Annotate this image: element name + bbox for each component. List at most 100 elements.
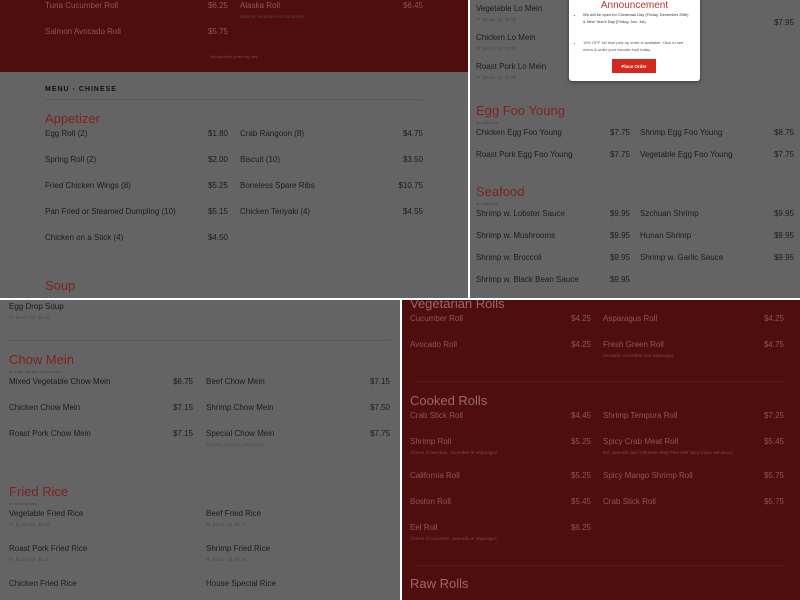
menu-column-left: Egg Roll (2) $1.80 Spring Roll (2) $2.00 Fri…	[45, 127, 228, 257]
menu-item[interactable]: Shrimp w. Garlic Sauce $9.95	[640, 251, 794, 273]
menu-item[interactable]: Vegetable Egg Foo Young $7.75	[640, 148, 794, 170]
menu-item[interactable]: Spicy Mango Shrimp Roll $5.75	[603, 469, 784, 495]
menu-item[interactable]: Shrimp w. Black Bean Sauce $9.95	[476, 273, 630, 295]
menu-item[interactable]: Hunan Shrimp $9.95	[640, 229, 794, 251]
menu-item[interactable]: Chicken on a Stick (4) $4.50	[45, 231, 228, 257]
menu-item-row: Boneless Spare Ribs $10.75	[240, 179, 423, 193]
menu-item[interactable]: Shrimp Roll $5.25 Choice of avocado, cucum…	[410, 435, 591, 469]
item-price: $6.25	[570, 523, 591, 532]
menu-item[interactable]: Roast Pork Chow Mein $7.15	[9, 427, 193, 453]
menu-item[interactable]: Mixed Vegetable Chow Mein $6.75	[9, 375, 193, 401]
menu-item[interactable]: Shrimp Tempura Roll $7.25	[603, 409, 784, 435]
item-description: Pt. $1.85 / Qt. $3.25	[9, 315, 50, 320]
menu-columns: Shrimp w. Lobster Sauce $9.95 Shrimp w. Mu…	[476, 207, 794, 295]
menu-item[interactable]: Pan Fried or Steamed Dumpling (10) $5.15	[45, 205, 228, 231]
menu-item[interactable]: Crab Rangoon (8) $4.75	[240, 127, 423, 153]
menu-column-left: Chicken Egg Foo Young $7.75 Roast Pork Egg…	[476, 126, 630, 170]
menu-item-row: Fresh Green Roll $4.75	[603, 338, 784, 352]
menu-item[interactable]: Chicken Fried Rice	[9, 577, 193, 600]
menu-item[interactable]: Roast Pork Egg Foo Young $7.75	[476, 148, 630, 170]
menu-item[interactable]: Szchuan Shrimp $9.95	[640, 207, 794, 229]
item-price: $6.75	[172, 377, 193, 386]
menu-item[interactable]: House Special Rice	[206, 577, 390, 600]
menu-item[interactable]: Roast Pork Lo Mein Pt. $4.55 / Qt. $7.35	[476, 60, 630, 89]
menu-columns: Crab Stick Roll $4.45 Shrimp Roll $5.25 Choi…	[410, 409, 784, 555]
item-name: Shrimp Roll	[410, 437, 452, 446]
menu-item-row: Chicken on a Stick (4) $4.50	[45, 231, 228, 245]
menu-item[interactable]: $7.95	[640, 16, 794, 37]
section-title: Cooked Rolls	[410, 393, 488, 408]
menu-item-row: Roast Pork Egg Foo Young $7.75	[476, 148, 630, 162]
item-price: $9.95	[773, 231, 794, 240]
menu-item[interactable]: Chicken Lo Mein Pt. $4.55 / Qt. $7.35	[476, 31, 630, 60]
menu-item[interactable]: Eel Roll $6.25 Choice of cucumber, avocado…	[410, 521, 591, 555]
menu-item[interactable]: Boston Roll $5.45	[410, 495, 591, 521]
item-description: Eel, avocado and crabmeat deep fried wit…	[603, 450, 733, 455]
soup-items: Egg Drop Soup Pt. $1.85 / Qt. $3.25	[9, 300, 390, 332]
item-price: $7.75	[773, 150, 794, 159]
menu-item-row: Vegetable Fried Rice	[9, 507, 193, 521]
section-fried-rice: Fried Rice w. fried noodles Vegetable Frie…	[9, 484, 390, 600]
menu-item[interactable]: Egg Roll (2) $1.80	[45, 127, 228, 153]
menu-item[interactable]: Biscuit (10) $3.50	[240, 153, 423, 179]
menu-item-row: Alaska Roll $6.45	[240, 0, 423, 13]
menu-item[interactable]: Asparagus Roll $4.25	[603, 312, 784, 338]
menu-item[interactable]: Fried Chicken Wings (8) $5.25	[45, 179, 228, 205]
menu-item[interactable]: Cucumber Roll $4.25	[410, 312, 591, 338]
menu-item[interactable]: Chicken Egg Foo Young $7.75	[476, 126, 630, 148]
menu-item[interactable]: Shrimp w. Lobster Sauce $9.95	[476, 207, 630, 229]
menu-item[interactable]: Salmon Avocado Roll $5.75	[45, 25, 228, 51]
menu-item-row: Vegetable Lo Mein	[476, 2, 630, 16]
section-cooked-rolls: Cooked Rolls Crab Stick Roll $4.45 Shrimp R…	[410, 393, 784, 555]
item-price: $5.15	[207, 207, 228, 216]
section-egg-foo-young: Egg Foo Young w. white rice Chicken Egg Fo…	[476, 103, 794, 170]
menu-item[interactable]: California Roll $5.25	[410, 469, 591, 495]
item-name: Salmon Avocado Roll	[45, 27, 121, 36]
menu-item[interactable]: Crab Stick Roll $4.45	[410, 409, 591, 435]
menu-item[interactable]: Shrimp Fried Rice Pt. $4.75 / Qt. $7.75	[206, 542, 390, 577]
menu-item[interactable]: Spicy Crab Meat Roll $5.45 Eel, avocado an…	[603, 435, 784, 469]
menu-item[interactable]: Chicken Teriyaki (4) $4.55	[240, 205, 423, 231]
item-name: Roast Pork Fried Rice	[9, 544, 88, 553]
announcement-title: Announcement	[600, 0, 669, 11]
section-subtitle: w. white rice	[476, 201, 498, 206]
item-description: Choice of avocado, cucumber or asparagus	[410, 450, 498, 455]
menu-column-left: Egg Drop Soup Pt. $1.85 / Qt. $3.25	[9, 300, 193, 332]
menu-item[interactable]: Shrimp w. Mushrooms $9.95	[476, 229, 630, 251]
section-title: Chow Mein	[9, 352, 75, 367]
item-price: $7.95	[773, 18, 794, 27]
menu-item[interactable]: Roast Pork Fried Rice Pt. $4.25 / Qt. $7.…	[9, 542, 193, 577]
menu-item-row: Shrimp w. Garlic Sauce $9.95	[640, 251, 794, 265]
menu-columns: Chicken Egg Foo Young $7.75 Roast Pork Egg…	[476, 126, 794, 170]
menu-item[interactable]: Beef Fried Rice Pt. $4.75 / Qt. $7.75	[206, 507, 390, 542]
menu-item[interactable]: Beef Chow Mein $7.15	[206, 375, 390, 401]
menu-item[interactable]: Alaska Roll $6.45 Salmon, avocado and cucu…	[240, 0, 423, 33]
menu-item-row: Spring Roll (2) $2.00	[45, 153, 228, 167]
item-price: $4.55	[402, 207, 423, 216]
menu-item[interactable]: Avocado Roll $4.25	[410, 338, 591, 364]
menu-item[interactable]: Fresh Green Roll $4.75 Avocado, cucumber a…	[603, 338, 784, 372]
menu-column-right: Crab Rangoon (8) $4.75 Biscuit (10) $3.50 Bo…	[240, 127, 423, 257]
menu-item[interactable]: Shrimp Egg Foo Young $8.75	[640, 126, 794, 148]
menu-item[interactable]: Chicken Chow Mein $7.15	[9, 401, 193, 427]
menu-item[interactable]: Egg Drop Soup Pt. $1.85 / Qt. $3.25	[9, 300, 193, 332]
item-price: $8.75	[773, 128, 794, 137]
item-name: Fried Chicken Wings (8)	[45, 181, 131, 190]
announcement-list: 10% OFF 1st time pick up order is availa…	[569, 39, 691, 53]
menu-columns: Vegetable Lo Mein Pt. $4.15 / Qt. $7.35 Ch…	[476, 2, 794, 89]
menu-item[interactable]: Vegetable Lo Mein Pt. $4.15 / Qt. $7.35	[476, 2, 630, 31]
announcement-list: We will be open for Christmas Day (Frida…	[569, 11, 691, 25]
menu-item[interactable]: Boneless Spare Ribs $10.75	[240, 179, 423, 205]
place-order-button[interactable]: Place Order	[612, 59, 656, 73]
menu-item[interactable]: Shrimp Chow Mein $7.50	[206, 401, 390, 427]
menu-item[interactable]: Spring Roll (2) $2.00	[45, 153, 228, 179]
menu-column-right: Alaska Roll $6.45 Salmon, avocado and cucu…	[240, 0, 423, 51]
menu-item-row: Shrimp w. Mushrooms $9.95	[476, 229, 630, 243]
menu-column-right: Beef Chow Mein $7.15 Shrimp Chow Mein $7.50…	[206, 375, 390, 461]
menu-item[interactable]: Vegetable Fried Rice Pt. $3.55 / Qt. $5.5…	[9, 507, 193, 542]
menu-item[interactable]: Shrimp w. Broccoli $9.95	[476, 251, 630, 273]
item-price: $5.25	[207, 181, 228, 190]
menu-item[interactable]: Crab Stick Roll $5.75	[603, 495, 784, 521]
menu-item[interactable]: Special Chow Mein $7.75 (Shrimp, chicken, …	[206, 427, 390, 461]
menu-item[interactable]: Tuna Cucumber Roll $6.25	[45, 0, 228, 25]
